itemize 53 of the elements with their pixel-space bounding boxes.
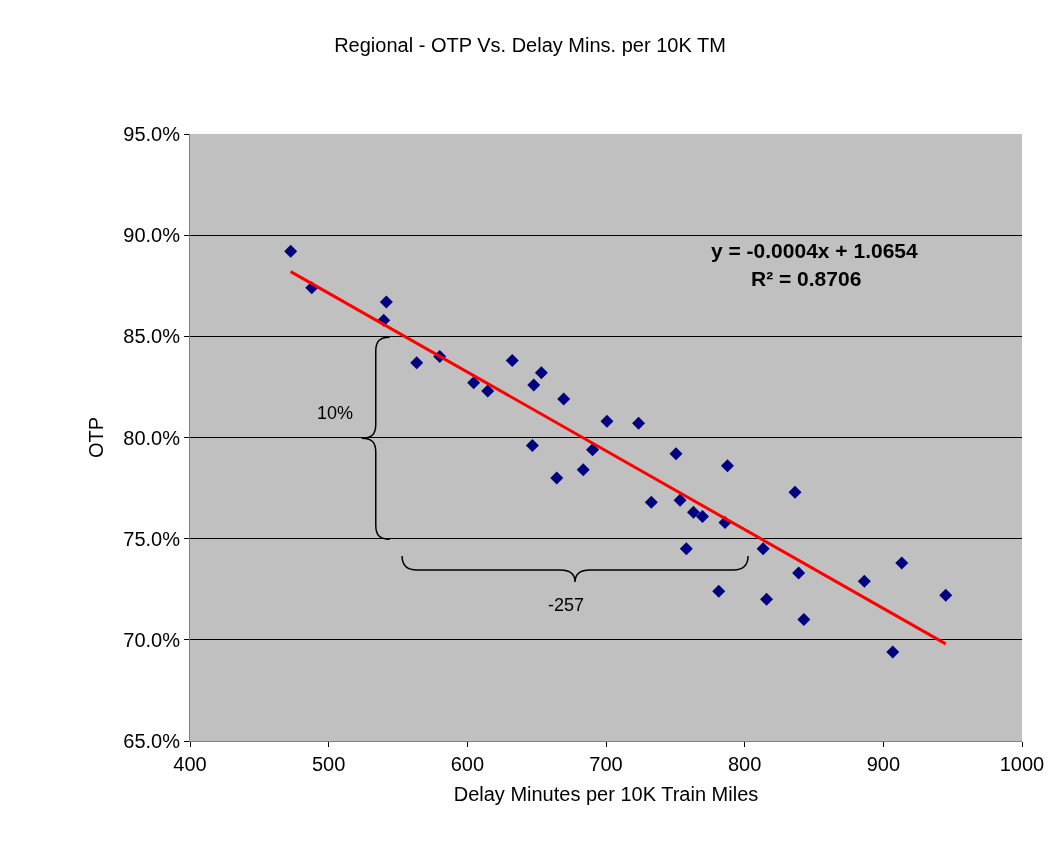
annotation: y = -0.0004x + 1.0654 bbox=[711, 239, 918, 262]
point bbox=[525, 439, 539, 453]
point bbox=[557, 392, 571, 406]
point bbox=[669, 447, 683, 461]
x-tick-label: 900 bbox=[866, 753, 901, 775]
point bbox=[886, 645, 900, 659]
y-tick-label: 70.0% bbox=[123, 628, 181, 651]
point bbox=[550, 471, 564, 485]
y-axis-title: OTP bbox=[84, 416, 107, 459]
point bbox=[467, 376, 481, 390]
x-tick-label: 500 bbox=[311, 753, 346, 775]
annotation: -257 bbox=[548, 595, 585, 615]
point bbox=[632, 416, 646, 430]
point bbox=[788, 485, 802, 499]
point bbox=[673, 493, 687, 507]
y-tick-label: 75.0% bbox=[123, 527, 181, 550]
point bbox=[756, 542, 770, 556]
y-tick-label: 85.0% bbox=[123, 325, 181, 348]
point bbox=[760, 592, 774, 606]
point bbox=[481, 384, 495, 398]
x-axis-title: Delay Minutes per 10K Train Miles bbox=[453, 782, 759, 805]
point bbox=[696, 509, 710, 523]
point bbox=[712, 584, 726, 598]
point bbox=[792, 566, 806, 580]
y-tick-label: 95.0% bbox=[123, 123, 181, 145]
point bbox=[410, 356, 424, 370]
x-tick-label: 700 bbox=[589, 753, 623, 775]
x-tick-label: 800 bbox=[727, 753, 762, 775]
point bbox=[576, 463, 590, 477]
chart-title: Regional - OTP Vs. Delay Mins. per 10K TM bbox=[334, 34, 726, 57]
annotation: 10% bbox=[317, 403, 354, 423]
point bbox=[939, 588, 953, 602]
annotation: R² = 0.8706 bbox=[751, 267, 862, 290]
point bbox=[797, 613, 811, 627]
y-tick-label: 90.0% bbox=[123, 224, 181, 247]
x-tick-label: 1000 bbox=[999, 753, 1045, 775]
point bbox=[527, 378, 541, 392]
point bbox=[895, 556, 909, 570]
point bbox=[857, 574, 871, 588]
y-tick-label: 80.0% bbox=[123, 426, 181, 449]
point bbox=[720, 459, 734, 473]
x-tick-label: 400 bbox=[173, 753, 207, 775]
point bbox=[679, 542, 693, 556]
y-tick-label: 65.0% bbox=[123, 730, 181, 752]
point bbox=[600, 414, 614, 428]
point bbox=[644, 495, 658, 509]
point bbox=[687, 505, 700, 519]
point bbox=[586, 443, 600, 457]
point bbox=[505, 354, 519, 368]
point bbox=[379, 295, 393, 309]
point bbox=[284, 244, 298, 258]
x-tick-label: 600 bbox=[450, 753, 485, 775]
point bbox=[534, 366, 548, 380]
